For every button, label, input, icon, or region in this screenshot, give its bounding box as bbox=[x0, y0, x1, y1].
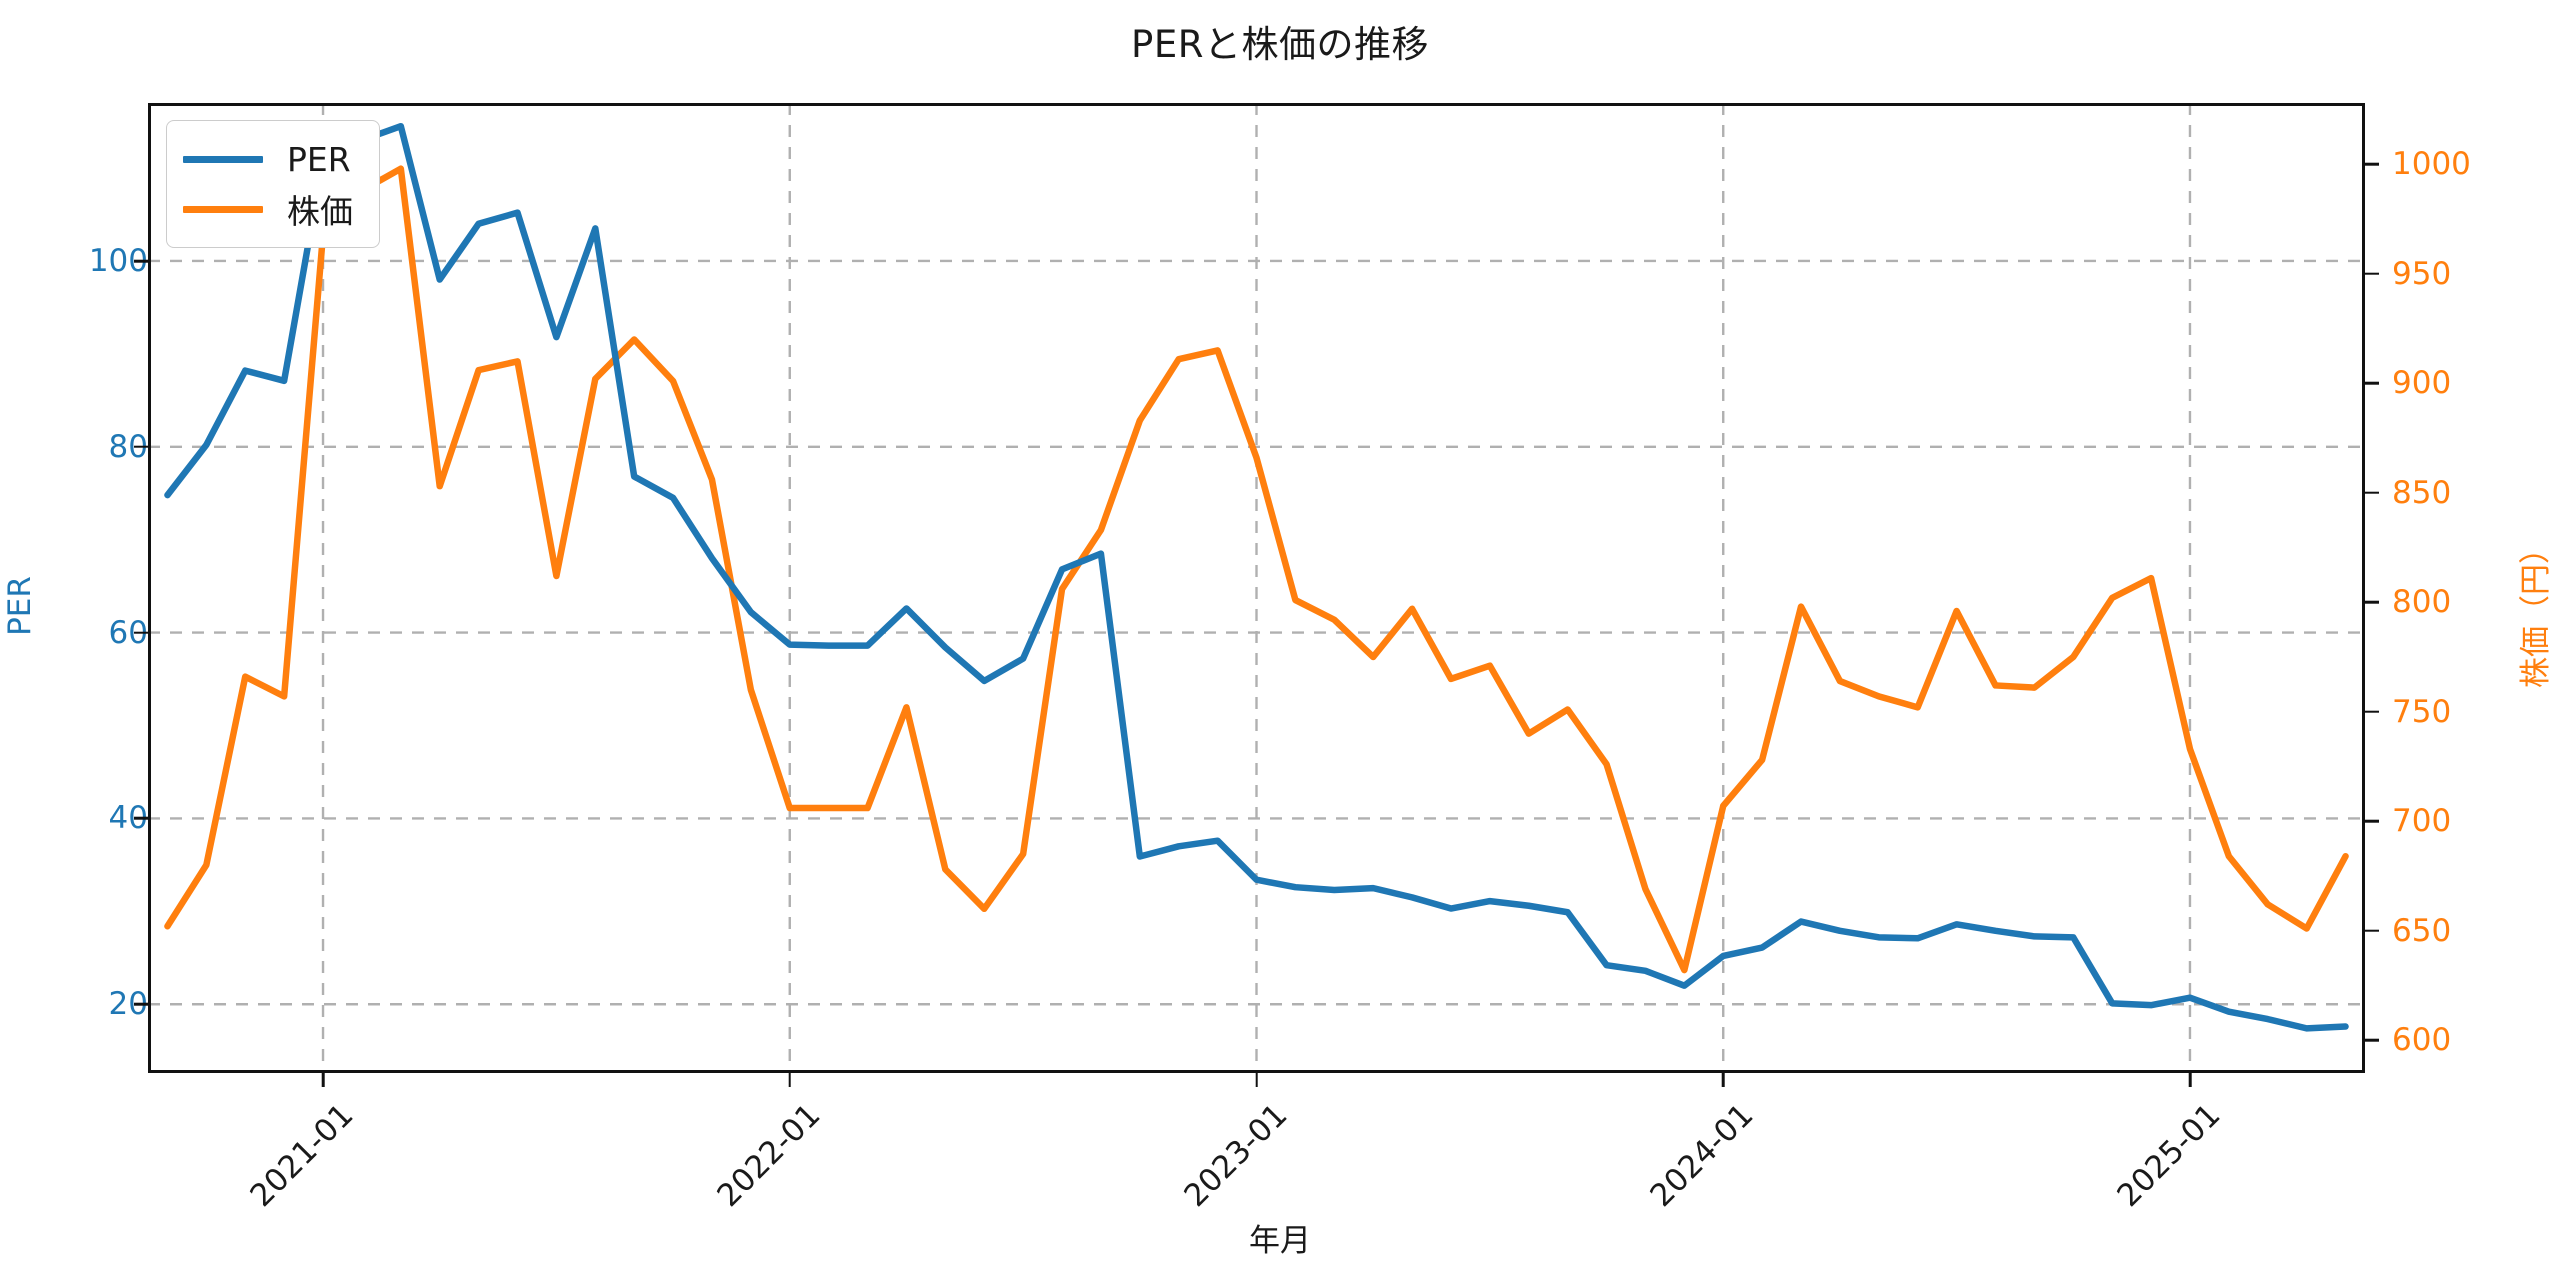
y-right-tick-mark bbox=[2365, 491, 2379, 495]
y-right-tick-label: 850 bbox=[2392, 474, 2452, 511]
y-right-tick-label: 650 bbox=[2392, 912, 2452, 949]
y-right-tick-mark bbox=[2365, 163, 2379, 166]
y-right-tick-mark bbox=[2365, 1038, 2379, 1042]
x-tick-mark bbox=[1255, 1073, 1258, 1087]
x-tick-label: 2021-01 bbox=[243, 1097, 361, 1215]
series-line-per bbox=[164, 122, 2349, 1032]
y-left-tick-mark bbox=[134, 1002, 148, 1006]
y-right-tick-mark bbox=[2365, 272, 2379, 276]
y-axis-right-label: 株価（円） bbox=[2518, 533, 2554, 688]
plot-canvas bbox=[148, 103, 2365, 1073]
y-right-tick-label: 800 bbox=[2392, 584, 2452, 621]
legend-item-kabuka[interactable]: 株価 bbox=[183, 184, 353, 234]
y-right-tick-mark bbox=[2365, 381, 2379, 385]
legend-item-per[interactable]: PER bbox=[183, 134, 353, 184]
y-right-tick-mark bbox=[2365, 710, 2379, 713]
y-left-tick-mark bbox=[134, 259, 148, 263]
y-right-tick-label: 600 bbox=[2392, 1022, 2452, 1059]
y-right-tick-mark bbox=[2365, 600, 2379, 604]
x-tick-mark bbox=[321, 1073, 325, 1087]
y-right-tick-mark bbox=[2365, 819, 2379, 823]
y-right-tick-label: 700 bbox=[2392, 803, 2452, 840]
chart-title: PERと株価の推移 bbox=[1131, 23, 1429, 66]
x-tick-mark bbox=[2188, 1073, 2192, 1087]
x-tick-label: 2025-01 bbox=[2110, 1097, 2228, 1215]
y-left-tick-mark bbox=[134, 445, 148, 449]
x-tick-mark bbox=[1721, 1073, 1725, 1087]
y-right-tick-mark bbox=[2365, 929, 2379, 932]
x-axis-label: 年月 bbox=[1249, 1223, 1311, 1259]
y-axis-left-label: PER bbox=[1, 576, 38, 636]
x-tick-label: 2023-01 bbox=[1176, 1097, 1294, 1215]
y-right-tick-label: 950 bbox=[2392, 255, 2452, 292]
legend-label-kabuka: 株価 bbox=[287, 192, 353, 231]
legend-swatch-kabuka bbox=[183, 205, 263, 213]
legend-swatch-per bbox=[183, 155, 263, 163]
y-right-tick-label: 1000 bbox=[2392, 146, 2471, 183]
chart-legend: PER 株価 bbox=[166, 120, 380, 248]
y-left-tick-mark bbox=[134, 631, 148, 634]
x-tick-mark bbox=[788, 1073, 792, 1087]
x-tick-label: 2022-01 bbox=[710, 1097, 828, 1215]
series-line-kabuka bbox=[164, 165, 2349, 974]
plot-area-border bbox=[148, 103, 2365, 1073]
y-left-tick-mark bbox=[134, 817, 148, 820]
y-right-tick-label: 900 bbox=[2392, 365, 2452, 402]
x-tick-label: 2024-01 bbox=[1643, 1097, 1761, 1215]
y-right-tick-label: 750 bbox=[2392, 693, 2452, 730]
legend-label-per: PER bbox=[287, 139, 351, 179]
